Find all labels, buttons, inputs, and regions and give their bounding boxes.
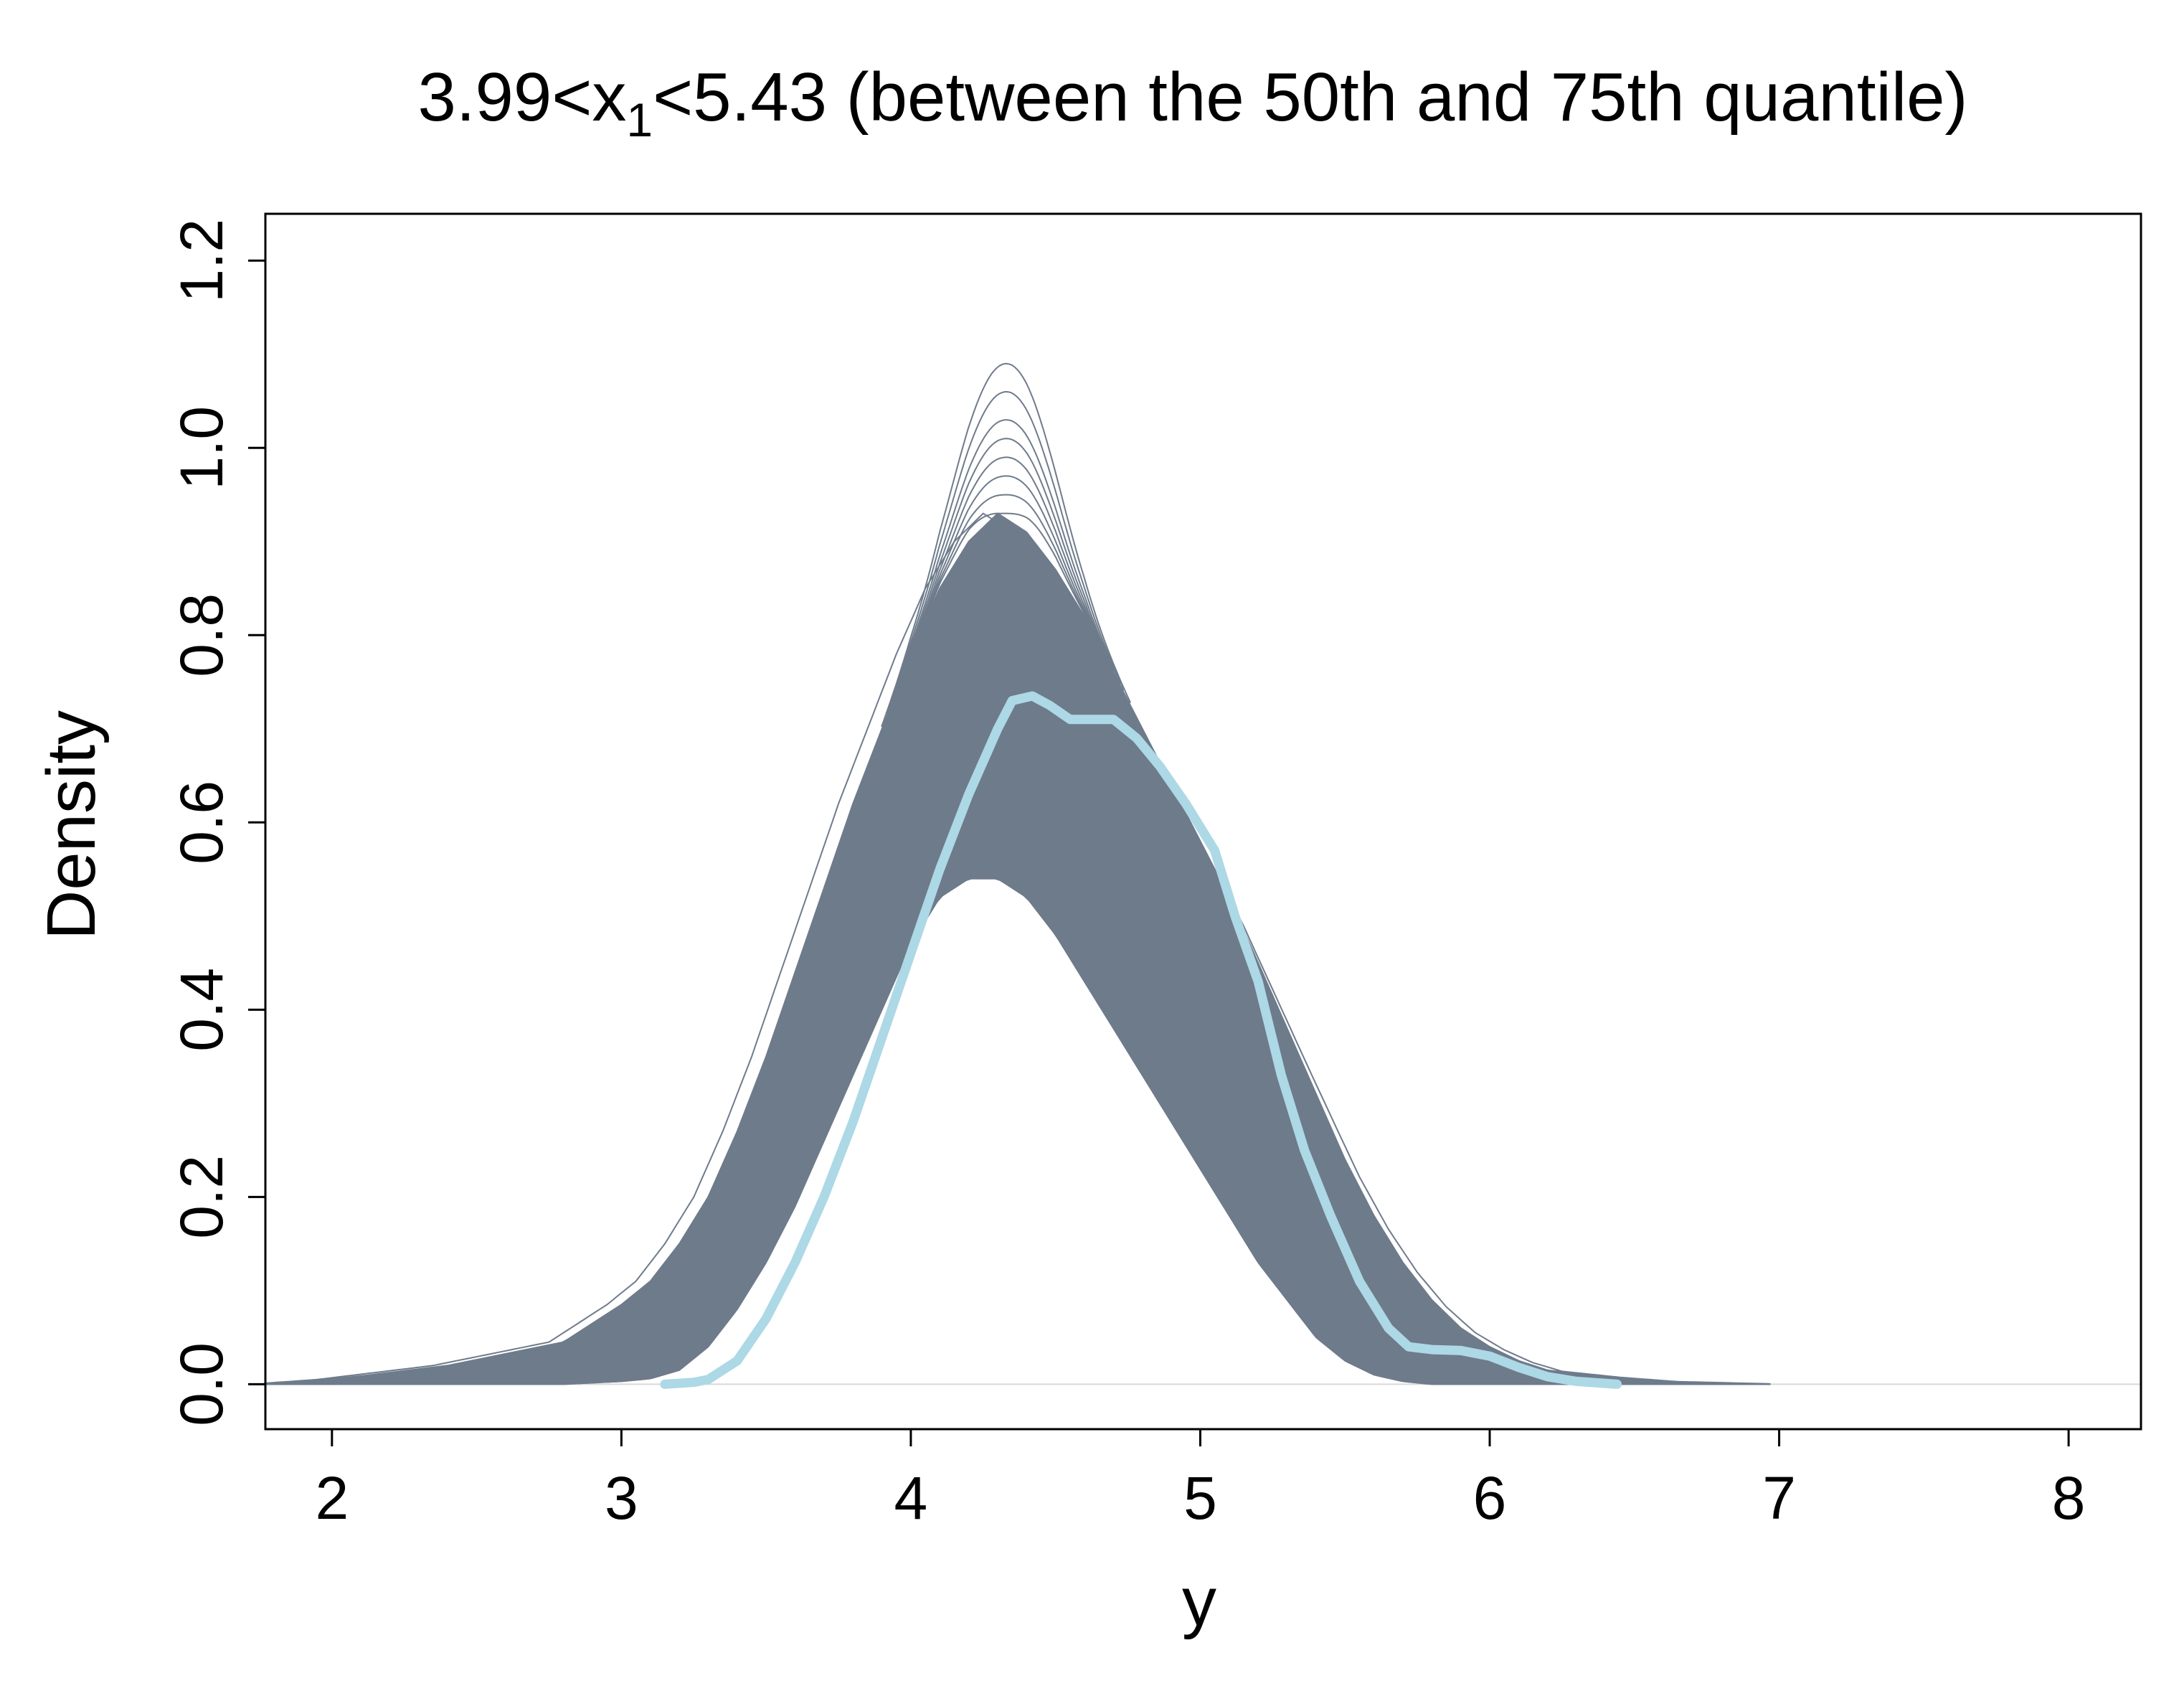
chart-title-main: 3.99<x: [417, 59, 626, 136]
replicate-peak-curve: [881, 362, 1132, 727]
chart-title-subscript: 1: [626, 93, 653, 146]
x-tick-label: 7: [1762, 1464, 1796, 1532]
y-tick-label: 0.8: [168, 593, 235, 677]
replicate-peak-curve: [916, 512, 1095, 639]
replicate-peak-curve: [911, 494, 1101, 650]
axes: 2 3 4 5 6 7 8 0.0 0.2 0.4 0.6 0.8 1.0 1.2: [168, 212, 2142, 1532]
replicate-peak-curve: [906, 475, 1105, 663]
plot-area: [265, 362, 2141, 1389]
y-tick-label: 1.0: [168, 406, 235, 490]
y-tick-label: 0.4: [168, 968, 235, 1052]
replicate-curve: [265, 877, 1771, 1385]
y-tick-label: 0.0: [168, 1342, 235, 1426]
replicate-band: [265, 512, 1771, 1385]
x-tick-label: 6: [1473, 1464, 1507, 1532]
replicate-peak-curve: [891, 419, 1122, 702]
x-axis-label: y: [1182, 1563, 1216, 1640]
x-tick-label: 8: [2052, 1464, 2086, 1532]
replicate-curve: [265, 864, 1771, 1385]
x-tick-label: 5: [1183, 1464, 1217, 1532]
replicate-peak-curve: [901, 456, 1111, 676]
chart-title-rest: <5.43 (between the 50th and 75th quantil…: [653, 59, 1967, 136]
chart-title: 3.99<x1<5.43 (between the 50th and 75th …: [417, 59, 1967, 146]
x-tick-label: 4: [894, 1464, 928, 1532]
observed-density-curve: [660, 691, 1622, 1389]
replicate-peak-curve: [896, 438, 1115, 689]
x-tick-label: 3: [605, 1464, 638, 1532]
replicate-curve: [265, 848, 1771, 1385]
replicate-curves: [265, 362, 1771, 1385]
y-tick-label: 1.2: [168, 219, 235, 303]
replicate-curve: [265, 821, 1771, 1385]
y-tick-label: 0.2: [168, 1155, 235, 1239]
y-axis-label: Density: [33, 710, 110, 940]
replicate-curve: [265, 809, 1771, 1385]
plot-frame: [264, 212, 2142, 1431]
replicate-peak-curve: [886, 390, 1125, 715]
x-tick-label: 2: [315, 1464, 349, 1532]
replicate-curve: [265, 834, 1771, 1385]
y-tick-label: 0.6: [168, 781, 235, 865]
